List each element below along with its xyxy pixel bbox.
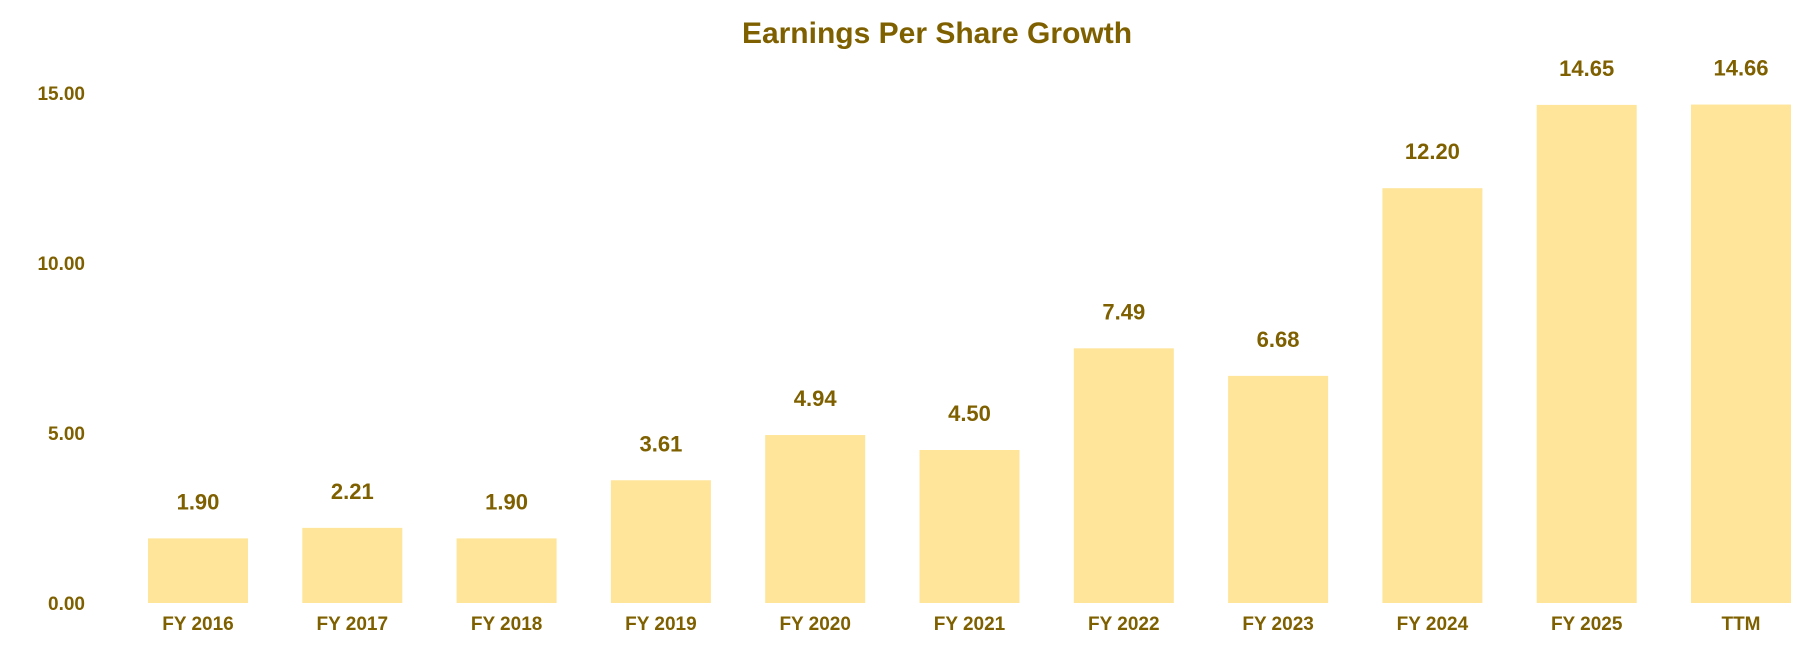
data-label: 14.66 [1713,56,1768,81]
y-tick-label: 0.00 [48,594,85,615]
bar [765,435,866,603]
x-tick-label: FY 2020 [779,614,850,635]
bar [456,538,557,603]
data-label: 4.94 [794,386,838,411]
bar [919,450,1020,603]
bar [302,527,403,603]
x-tick-label: FY 2022 [1088,614,1159,635]
data-label: 4.50 [948,401,991,426]
bar [1073,348,1174,603]
x-tick-label: FY 2024 [1397,614,1469,635]
bar-series [148,104,1791,604]
chart-title: Earnings Per Share Growth [742,17,1132,50]
data-label: 6.68 [1257,327,1300,352]
x-tick-label: TTM [1721,614,1760,635]
x-tick-label: FY 2018 [471,614,542,635]
x-tick-label: FY 2023 [1242,614,1313,635]
bar [1536,104,1637,604]
data-label: 12.20 [1405,139,1460,164]
y-tick-label: 15.00 [37,84,85,105]
x-tick-label: FY 2021 [934,614,1006,635]
y-tick-label: 10.00 [37,254,85,275]
data-label: 3.61 [639,431,682,456]
data-label: 2.21 [331,479,374,504]
data-label: 14.65 [1559,56,1614,81]
x-tick-label: FY 2019 [625,614,696,635]
bar [148,538,248,603]
x-tick-label: FY 2025 [1551,614,1623,635]
x-tick-label: FY 2016 [162,614,233,635]
y-tick-label: 5.00 [48,424,85,445]
bar [1691,104,1791,603]
y-axis: 0.00 5.00 10.00 15.00 [37,84,85,615]
bar [610,480,711,603]
x-axis: FY 2016 FY 2017 FY 2018 FY 2019 FY 2020 FY 20… [162,614,1760,635]
data-labels: 1.90 2.21 1.90 3.61 4.94 4.50 7.49 6.68 12.20 14.… [177,56,1769,515]
data-label: 7.49 [1102,299,1145,324]
data-label: 1.90 [177,489,220,514]
data-label: 1.90 [485,489,528,514]
bar [1228,375,1329,603]
x-tick-label: FY 2017 [317,614,388,635]
bar [1382,188,1483,603]
